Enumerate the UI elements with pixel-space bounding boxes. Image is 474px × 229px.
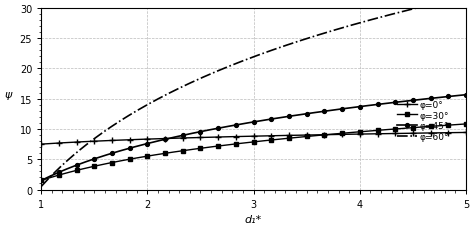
Legend: φ=0°, φ=30°, φ=45°, φ=60°: φ=0°, φ=30°, φ=45°, φ=60° bbox=[393, 97, 452, 145]
X-axis label: d₁*: d₁* bbox=[245, 214, 262, 224]
Y-axis label: ψ: ψ bbox=[5, 89, 12, 99]
